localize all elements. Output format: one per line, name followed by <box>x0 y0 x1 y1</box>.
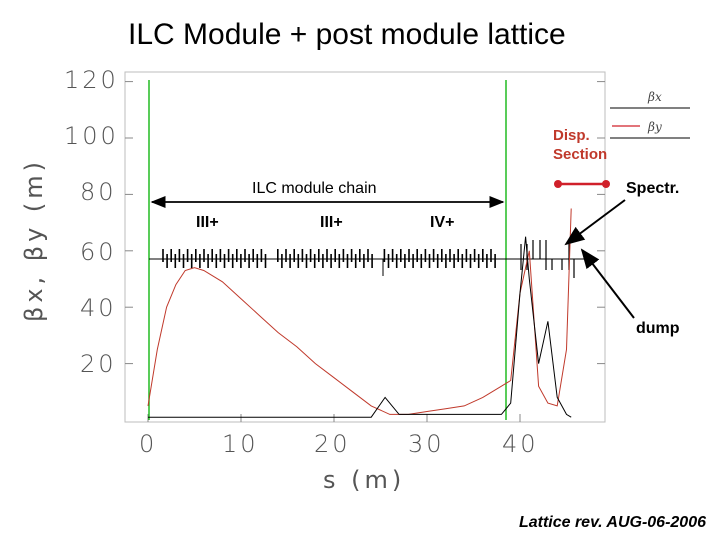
module-chain-label: ILC module chain <box>252 180 377 197</box>
y-tick-label: 80 <box>80 178 117 206</box>
legend-entry-betay: βy <box>648 120 662 134</box>
plot-frame <box>124 71 606 423</box>
cryostat-label: IV+ <box>430 214 455 231</box>
beta-x-curve <box>147 208 572 415</box>
y-tick-label: 60 <box>80 238 117 266</box>
dump-arrow <box>580 248 635 319</box>
annotation-overlay <box>150 107 690 319</box>
x-tick-label: 20 <box>314 430 351 458</box>
cryostat-label: III+ <box>320 214 343 231</box>
legend-entry-betax: βx <box>648 90 662 104</box>
y-tick-label: 20 <box>80 350 117 378</box>
beta-y-curve <box>148 236 572 418</box>
x-tick-label: 30 <box>408 430 445 458</box>
plot-border <box>124 71 606 423</box>
x-tick-label: 10 <box>222 430 259 458</box>
y-tick-label: 120 <box>64 66 119 94</box>
dump-label: dump <box>636 320 680 337</box>
spectrometer-start-dot <box>554 180 562 188</box>
module-magnets <box>162 249 496 268</box>
y-axis-label: βx, βy (m) <box>20 157 48 322</box>
lattice-revision-footer: Lattice rev. AUG-06-2006 <box>518 514 706 531</box>
beta-curves <box>147 208 572 418</box>
x-axis-label: s (m) <box>323 466 406 494</box>
spectrometer-arrow <box>564 199 626 246</box>
spectrometer-end-dot <box>602 180 610 188</box>
x-tick-label: 0 <box>139 430 158 458</box>
cryostat-label: III+ <box>196 214 219 231</box>
lattice-elements <box>149 240 597 278</box>
x-tick-label: 40 <box>502 430 539 458</box>
y-tick-label: 100 <box>64 122 119 150</box>
disp-section-label: Disp. Section <box>553 127 608 163</box>
chart-title: ILC Module + post module lattice <box>128 18 566 51</box>
spectrometer-label: Spectr. <box>626 180 680 197</box>
y-tick-label: 40 <box>80 294 117 322</box>
